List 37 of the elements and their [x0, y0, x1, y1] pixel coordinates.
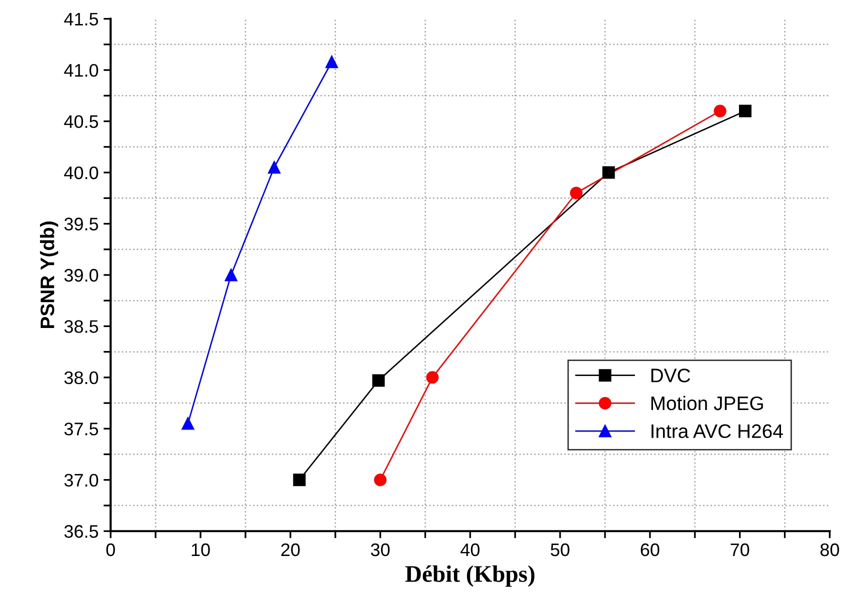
legend-label: DVC [651, 368, 690, 382]
x-tick-label: 20 [281, 543, 300, 556]
y-tick-label: 37.5 [64, 422, 98, 436]
point [372, 374, 385, 387]
y-tick-label: 38.0 [64, 371, 98, 384]
point [293, 474, 306, 486]
point [570, 186, 582, 200]
y-tick-label: 36.5 [64, 525, 98, 538]
x-tick-label: 10 [192, 543, 210, 556]
y-tick-label: 41.0 [64, 64, 98, 77]
x-tick-label: 70 [730, 543, 750, 556]
point [738, 104, 752, 118]
y-tick-label: 38.5 [64, 320, 98, 333]
x-axis-title: Débit (Kbps) [405, 565, 534, 587]
y-axis-title: PSNR Y(db) [40, 222, 58, 328]
x-tick-label: 60 [640, 543, 660, 556]
x-tick-label: 0 [106, 543, 115, 556]
y-tick-label: 39.5 [64, 218, 98, 230]
point [326, 56, 338, 68]
y-tick-label: 39.0 [64, 268, 98, 282]
y-tick-label: 40.5 [64, 115, 98, 128]
legend-label: Motion JPEG [651, 396, 763, 410]
y-tick-label: 40.0 [64, 166, 98, 180]
x-tick-label: 30 [370, 543, 390, 556]
y-tick-label: 41.5 [64, 12, 98, 26]
point [374, 474, 387, 486]
point [182, 417, 194, 430]
x-tick-label: 80 [820, 543, 840, 556]
y-tick-label: 37.0 [64, 474, 98, 487]
legend-label: Intra AVC H264 [652, 424, 783, 438]
point [602, 166, 615, 179]
point [714, 104, 726, 118]
point [426, 371, 439, 384]
x-tick-label: 50 [550, 543, 570, 556]
point [224, 268, 238, 282]
point [268, 161, 280, 174]
x-tick-label: 40 [460, 543, 480, 556]
